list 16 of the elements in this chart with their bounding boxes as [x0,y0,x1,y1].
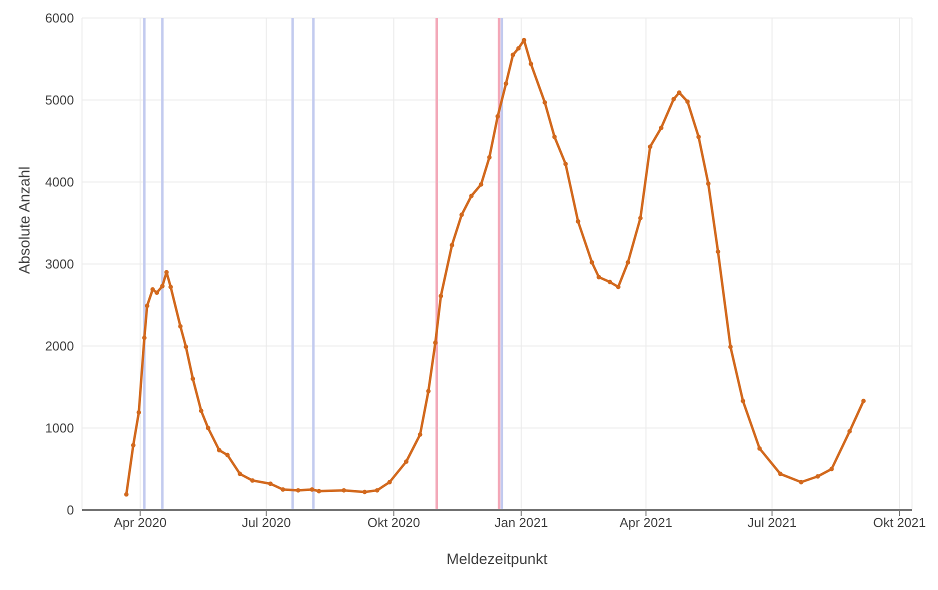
x-axis-title: Meldezeitpunkt [446,551,548,568]
x-tick-label: Okt 2020 [367,515,420,530]
y-axis-title: Absolute Anzahl [16,166,34,274]
y-tick-label: 1000 [45,420,74,436]
x-tick-label: Okt 2021 [873,515,926,530]
y-tick-label: 2000 [45,338,74,354]
x-tick-label: Jul 2020 [242,515,291,530]
x-tick-label: Jan 2021 [494,515,548,530]
x-tick-label: Apr 2020 [114,515,167,530]
y-tick-label: 3000 [45,256,74,272]
y-tick-label: 0 [66,502,74,518]
x-tick-label: Apr 2021 [620,515,672,530]
x-tick-label: Jul 2021 [747,515,797,530]
y-tick-label: 6000 [45,10,74,26]
y-tick-label: 5000 [45,92,74,108]
y-tick-label: 4000 [45,174,74,190]
